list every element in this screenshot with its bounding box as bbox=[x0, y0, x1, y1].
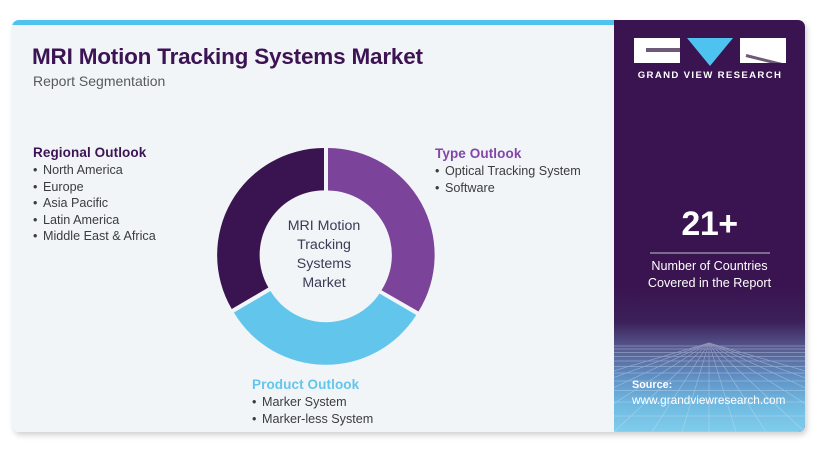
infographic-card: MRI Motion Tracking Systems Market Repor… bbox=[12, 20, 805, 432]
donut-slice-type bbox=[328, 148, 435, 312]
stat-label-line-1: Number of Countries bbox=[651, 259, 768, 273]
stat-label-line-2: Covered in the Report bbox=[647, 276, 772, 290]
list-item: Marker System bbox=[252, 394, 373, 411]
list-item: Europe bbox=[33, 179, 156, 196]
product-outlook-heading: Product Outlook bbox=[252, 377, 360, 392]
type-outlook-list: Optical Tracking System Software bbox=[435, 163, 581, 196]
brand-side-panel: GRAND VIEW RESEARCH 21+ Number of Countr… bbox=[614, 20, 805, 432]
stat-label: Number of Countries Covered in the Repor… bbox=[614, 258, 805, 292]
logo-v-triangle-icon bbox=[687, 38, 733, 66]
regional-outlook-heading: Regional Outlook bbox=[33, 145, 147, 160]
logo-r-icon bbox=[740, 38, 786, 63]
donut-chart-svg bbox=[217, 148, 435, 365]
list-item: Middle East & Africa bbox=[33, 228, 156, 245]
source-title: Source: bbox=[632, 379, 673, 391]
stat-divider bbox=[650, 252, 770, 254]
page-title: MRI Motion Tracking Systems Market bbox=[32, 44, 423, 69]
product-outlook-list: Marker System Marker-less System bbox=[252, 394, 373, 427]
source-url[interactable]: www.grandviewresearch.com bbox=[632, 393, 786, 407]
stat-value: 21+ bbox=[681, 205, 738, 243]
donut-chart: MRI Motion Tracking Systems Market bbox=[212, 143, 436, 367]
list-item: Asia Pacific bbox=[33, 195, 156, 212]
regional-outlook-list: North America Europe Asia Pacific Latin … bbox=[33, 162, 156, 245]
brand-logo bbox=[634, 38, 786, 66]
type-outlook-block: Type Outlook Optical Tracking System Sof… bbox=[435, 146, 581, 196]
list-item: Optical Tracking System bbox=[435, 163, 581, 180]
perspective-grid-background bbox=[614, 287, 805, 432]
regional-outlook-block: Regional Outlook North America Europe As… bbox=[33, 145, 156, 245]
page-subtitle: Report Segmentation bbox=[33, 73, 166, 89]
source-block: Source: www.grandviewresearch.com bbox=[632, 378, 785, 408]
list-item: North America bbox=[33, 162, 156, 179]
grid-floor-icon bbox=[614, 342, 805, 432]
logo-g-icon bbox=[634, 38, 680, 63]
logo-mark bbox=[634, 38, 786, 66]
donut-slice-product bbox=[233, 291, 417, 365]
product-outlook-block: Product Outlook Marker System Marker-les… bbox=[252, 377, 373, 427]
donut-slice-regional bbox=[217, 148, 324, 309]
accent-top-stripe bbox=[12, 20, 614, 25]
list-item: Software bbox=[435, 180, 581, 197]
list-item: Latin America bbox=[33, 212, 156, 229]
brand-name: GRAND VIEW RESEARCH bbox=[637, 70, 783, 81]
type-outlook-heading: Type Outlook bbox=[435, 146, 522, 161]
list-item: Marker-less System bbox=[252, 411, 373, 428]
main-panel: MRI Motion Tracking Systems Market Repor… bbox=[12, 25, 614, 432]
